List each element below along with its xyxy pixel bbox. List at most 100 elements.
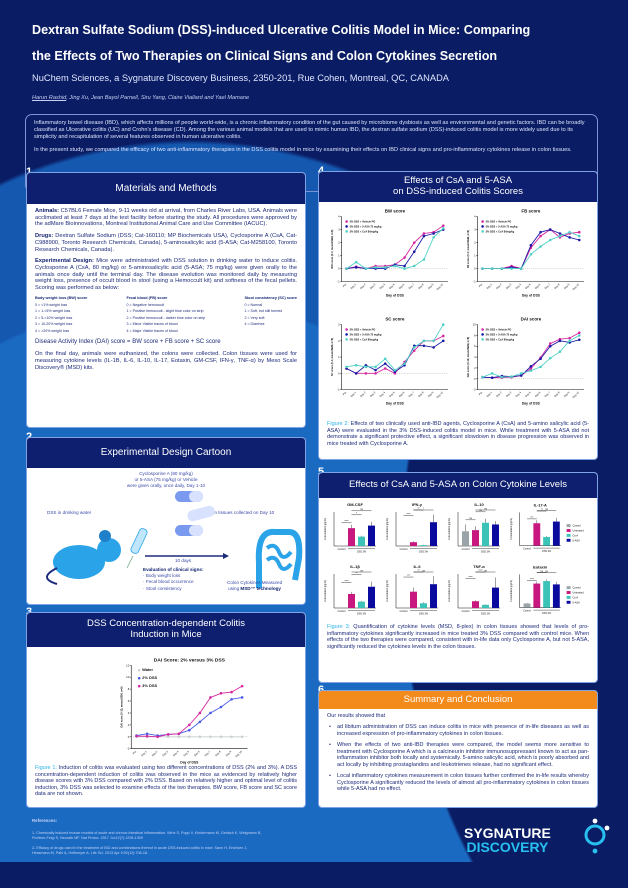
y-axis-label: Concentration (pg/ml) xyxy=(510,580,513,602)
x-tick-label: Day 9 xyxy=(427,282,435,290)
introduction-box: Inflammatory bowel disease (IBD), which … xyxy=(25,114,598,192)
bar-csa xyxy=(420,545,427,546)
legend-label: Cs-A xyxy=(572,596,578,599)
data-point xyxy=(412,250,416,253)
x-tick-label: Day 8 xyxy=(553,390,561,398)
x-tick-label: Control xyxy=(523,610,531,613)
x-tick-label: Day 8 xyxy=(417,390,425,398)
legend-swatch xyxy=(566,529,571,532)
legend-swatch xyxy=(566,538,571,542)
data-point xyxy=(230,697,233,701)
bar-5-asa xyxy=(368,586,375,608)
gm-csf-chart: GM-CSF Concentration (pg/ml) Control DSS 3%… xyxy=(324,502,376,554)
data-point xyxy=(364,267,368,270)
data-point xyxy=(383,367,387,370)
msd-text: Colon Cytokines Measured using MSD™ techn… xyxy=(227,580,283,592)
data-point xyxy=(374,365,377,369)
x-tick-label: Day 9 xyxy=(427,390,435,398)
data-point xyxy=(198,720,202,724)
series-line-0 xyxy=(346,335,444,374)
x-tick-label: Day 10 xyxy=(234,749,243,758)
data-point xyxy=(354,266,358,269)
y-axis-label: Concentration (pg/ml) xyxy=(386,518,389,540)
x-tick-label: Control xyxy=(523,548,531,551)
ten-days-label: 10 days xyxy=(175,558,192,563)
data-point xyxy=(539,365,542,369)
bar-untreated xyxy=(410,591,417,608)
references-title: References: xyxy=(32,818,58,823)
legend-label: 3% DSS + CsA 80mg/kg xyxy=(350,229,379,233)
x-axis-label: Day of DSS xyxy=(386,401,405,405)
significance-label: **** xyxy=(344,519,348,523)
data-point xyxy=(441,224,445,227)
significance-label: ns xyxy=(540,570,543,573)
water-bottle-icon xyxy=(126,528,148,569)
x-tick-label: Day 9 xyxy=(225,749,233,757)
data-point xyxy=(539,234,542,238)
legend-swatch xyxy=(566,595,571,599)
data-point xyxy=(441,227,445,230)
data-point xyxy=(558,350,562,353)
significance-label: ns xyxy=(545,508,548,511)
tnf-alpha-chart: TNF-α Concentration (pg/ml) Control DSS 3% *… xyxy=(448,564,500,616)
data-point xyxy=(393,368,397,372)
y-tick-label: 0 xyxy=(338,371,340,375)
data-point xyxy=(539,245,542,248)
data-point xyxy=(548,238,552,242)
bar-untreated xyxy=(472,530,479,546)
legend-label: 3% DSS + CsA 80mg/kg xyxy=(486,337,515,341)
x-tick-label: Day 6 xyxy=(534,282,542,290)
x-axis-label: Day of DSS xyxy=(522,293,541,297)
x-tick-label: Day 9 xyxy=(563,282,571,290)
data-point xyxy=(519,267,523,270)
intro-paragraph-1: Inflammatory bowel disease (IBD), which … xyxy=(34,120,585,140)
sygnature-discovery-logo: SYGNATURE DISCOVERY xyxy=(464,818,610,854)
data-point xyxy=(441,334,445,338)
data-point xyxy=(374,368,377,372)
data-point xyxy=(240,735,244,739)
y-axis-label: FB score (0-4; mean±SEM, n=8) xyxy=(466,230,470,268)
data-point xyxy=(422,339,426,343)
data-point xyxy=(198,711,202,715)
significance-label: **** xyxy=(344,579,348,583)
legend-label: 3% DSS + Vehicle PO xyxy=(350,219,376,223)
data-point xyxy=(529,253,533,256)
significance-label: ns xyxy=(360,508,363,511)
legend-swatch xyxy=(566,524,571,528)
legend-label: 3% DSS + CsA 80mg/kg xyxy=(486,229,515,233)
data-point xyxy=(354,372,358,375)
authors: Harun Rashid, Jing Xu, Jean Bayol Parnel… xyxy=(32,95,249,101)
legend-marker xyxy=(345,338,348,341)
x-tick-label: Day 7 xyxy=(204,749,212,757)
data-point xyxy=(198,735,202,739)
y-tick-label: 10 xyxy=(473,323,477,327)
x-tick-label: Day 2 xyxy=(151,749,159,757)
group-label: DSS 3% xyxy=(357,551,367,554)
chart-title: GM-CSF xyxy=(347,502,363,507)
bar-untreated xyxy=(472,601,479,608)
data-point xyxy=(568,236,571,239)
x-axis-label: Day of DSS xyxy=(180,761,199,765)
x-tick-label: Day 6 xyxy=(398,390,406,398)
chart-title: Eotaxin xyxy=(533,565,548,570)
significance-label: * xyxy=(423,506,424,510)
significance-label: *** xyxy=(407,573,410,577)
y-axis-label: DAI score (0-12; mean±SEM, n=6) xyxy=(119,686,123,727)
legend-swatch xyxy=(566,600,571,604)
significance-label: ** xyxy=(541,508,543,511)
data-point xyxy=(209,735,212,739)
data-point xyxy=(156,735,159,739)
legend-marker xyxy=(481,225,484,228)
legend-label: 5-ASA xyxy=(572,539,580,542)
design-cartoon-panel: Experimental Design Cartoon Cyclosporine… xyxy=(26,437,306,605)
significance-label: **** xyxy=(530,578,534,581)
y-tick-label: 2 xyxy=(128,723,130,727)
x-tick-label: Control xyxy=(462,610,470,613)
series-line-1 xyxy=(482,339,580,379)
chart-title: SC score xyxy=(385,317,405,322)
legend-marker xyxy=(481,338,484,341)
dss-induction-panel: DSS Concentration-dependent Colitis Induc… xyxy=(26,612,306,808)
legend-marker xyxy=(345,225,348,228)
chart-title: TNF-α xyxy=(473,564,485,569)
